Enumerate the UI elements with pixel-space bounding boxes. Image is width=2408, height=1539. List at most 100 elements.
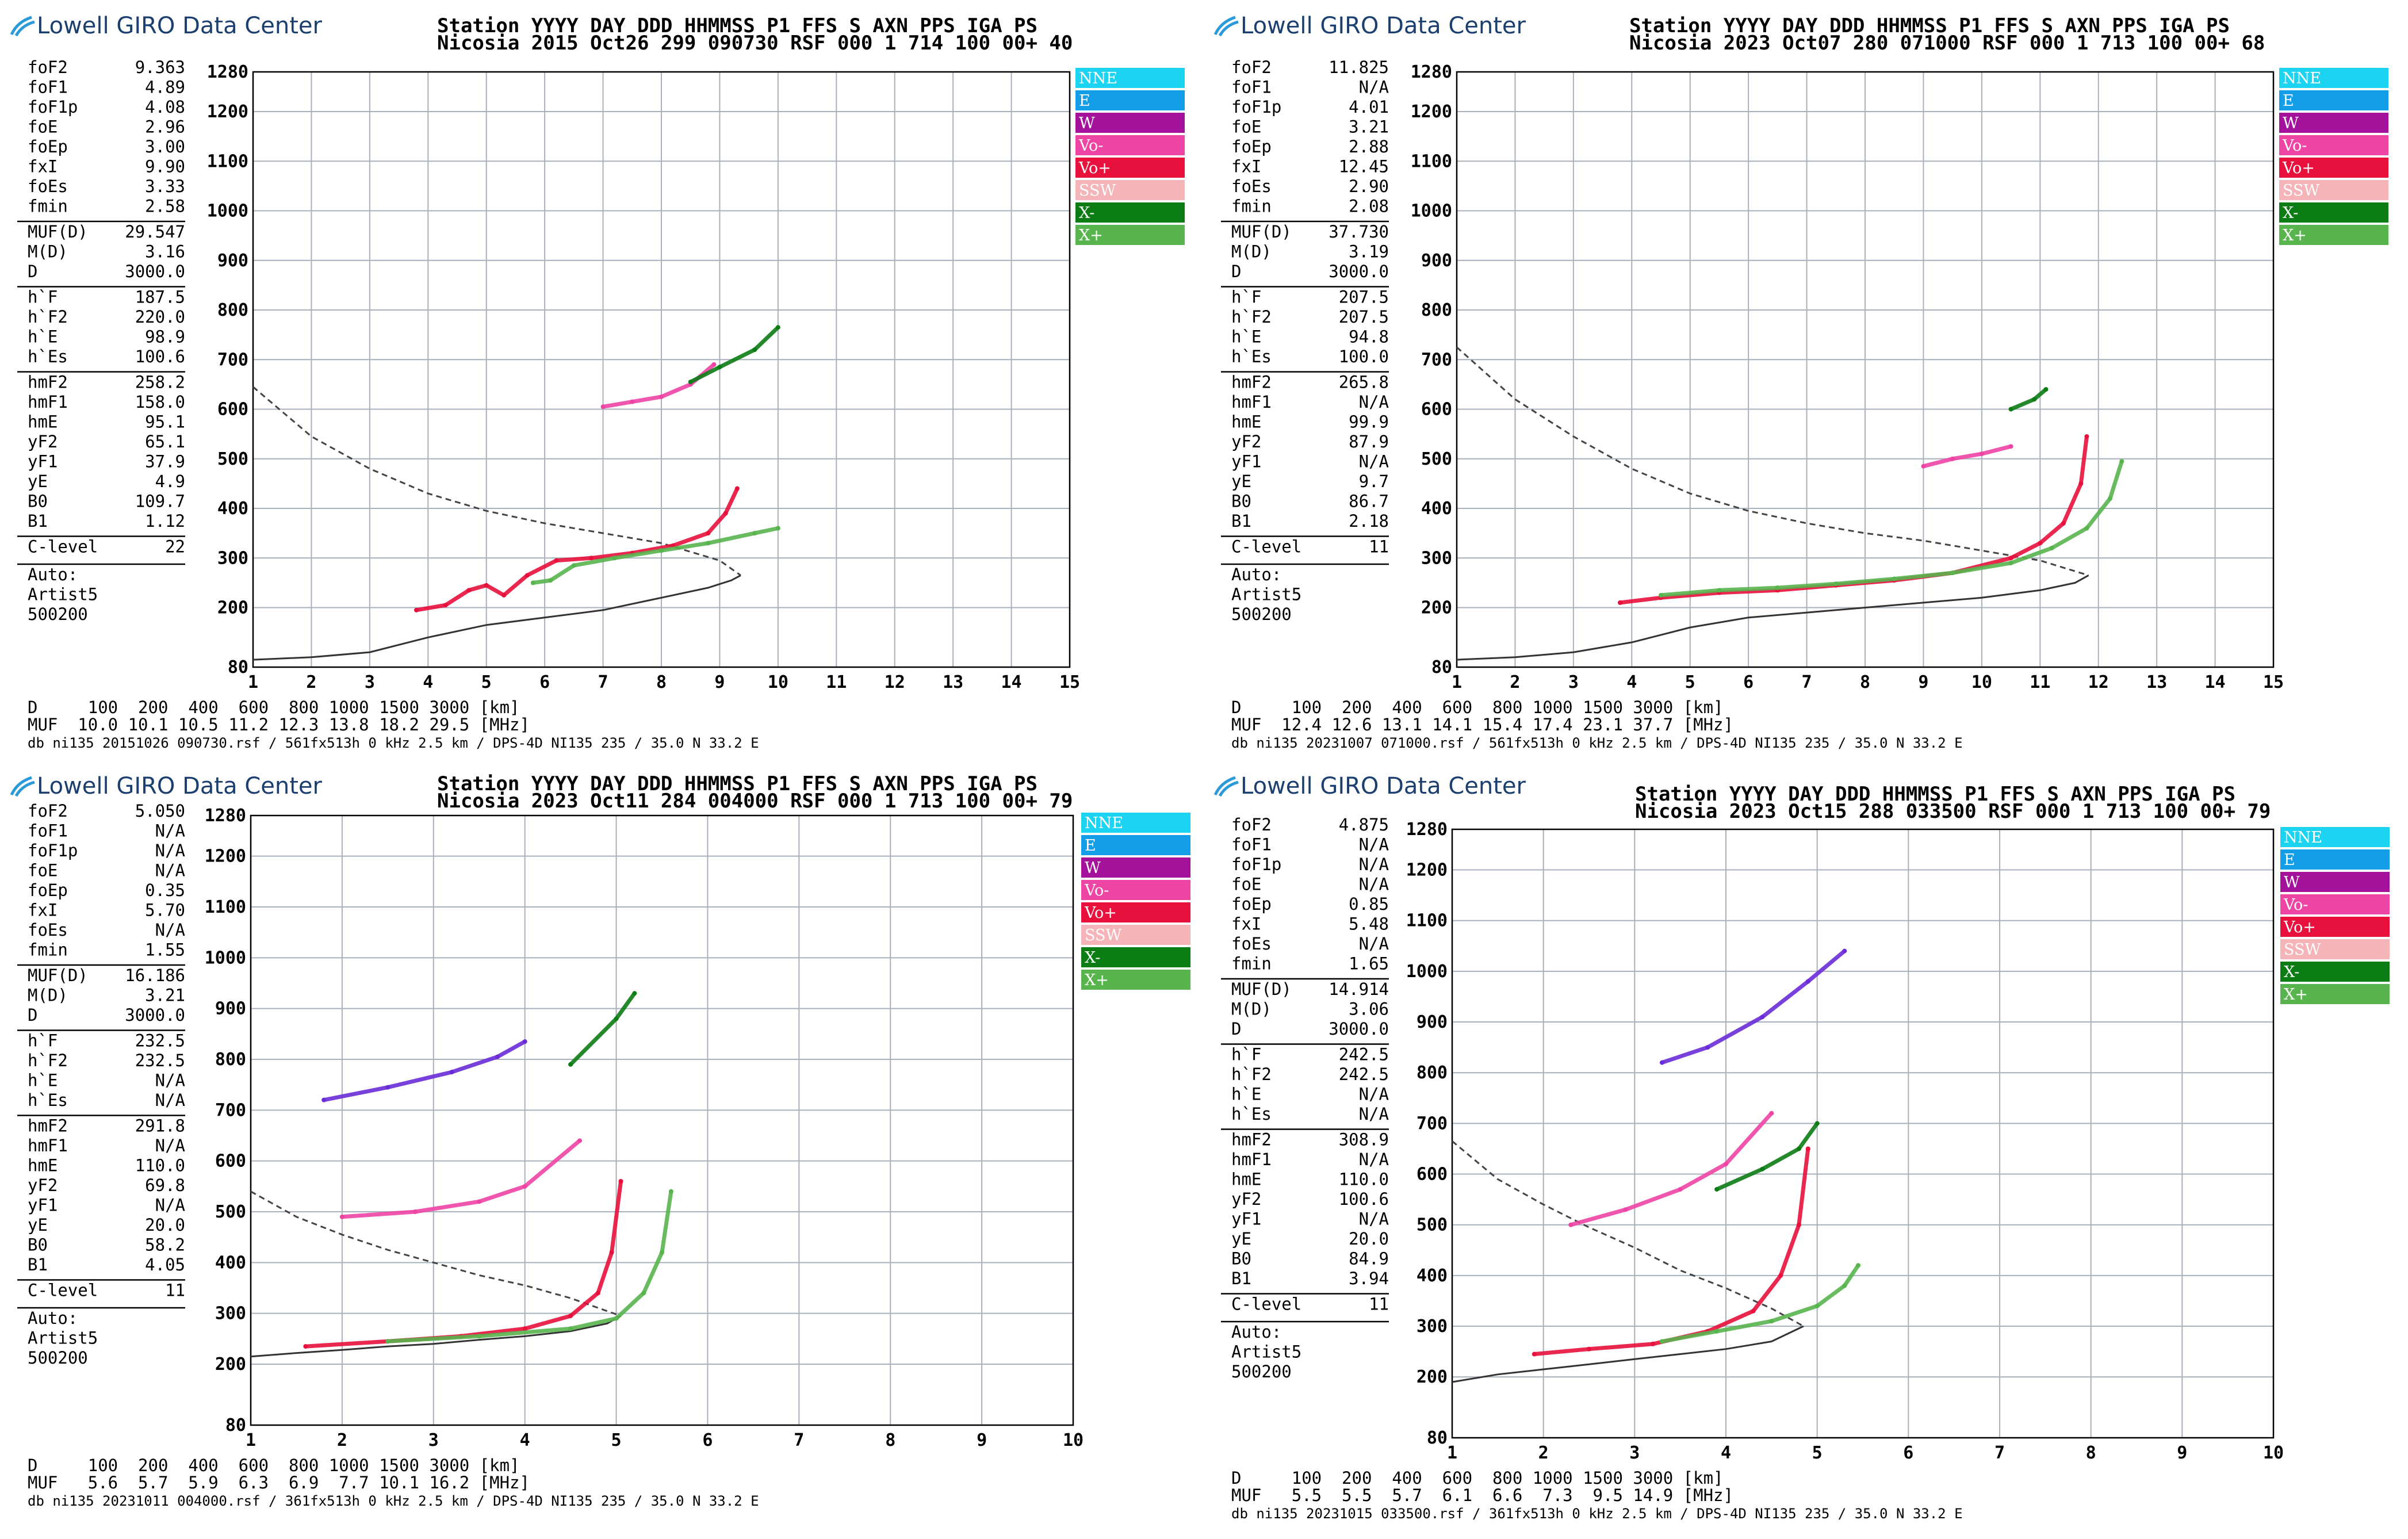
y-tick-label: 1000 <box>207 201 248 221</box>
param-label: h`Es <box>1231 347 1272 366</box>
trace-point <box>1814 1121 1820 1126</box>
trace-series-X+ <box>1659 459 2124 598</box>
param-value: N/A <box>155 861 185 880</box>
trace-point <box>2032 397 2037 402</box>
legend-swatch <box>1081 970 1190 990</box>
trace-point <box>1769 1111 1774 1116</box>
trace-point <box>522 1326 527 1331</box>
param-label: h`F <box>1231 288 1261 307</box>
legend-swatch <box>2279 113 2388 133</box>
param-label: foEs <box>1231 177 1272 196</box>
param-value: 2.88 <box>1349 137 1389 156</box>
x-tick-label: 1 <box>248 672 258 692</box>
param-label: yF2 <box>28 432 58 451</box>
param-value: N/A <box>1359 452 1389 472</box>
trace-point <box>2049 546 2054 550</box>
ionogram-svg: Lowell GIRO Data Center Station YYYY DAY … <box>10 13 1185 751</box>
x-tick-label: 5 <box>611 1430 622 1450</box>
legend-swatch <box>2279 158 2388 178</box>
trace-point <box>1760 1014 1765 1020</box>
y-tick-label: 1200 <box>207 102 248 122</box>
param-value: 110.0 <box>1339 1170 1389 1189</box>
ionogram-panel-3: Lowell GIRO Data Center Station YYYY DAY … <box>0 765 1204 1539</box>
trace-point <box>1979 451 1984 457</box>
param-label: foF2 <box>1231 58 1272 77</box>
param-value: 4.01 <box>1349 97 1389 117</box>
param-label: B0 <box>1231 492 1251 511</box>
trace-point <box>1796 1222 1801 1227</box>
trace-point <box>2008 444 2013 449</box>
param-label: h`Es <box>28 1090 68 1110</box>
true-height-profile <box>250 1315 622 1358</box>
x-tick-label: 10 <box>768 672 788 692</box>
trace-point <box>443 603 448 608</box>
param-label: h`E <box>1231 1085 1261 1104</box>
trace-point <box>568 1062 573 1067</box>
param-value: N/A <box>155 1090 185 1110</box>
param-value: 94.8 <box>1349 327 1389 347</box>
param-value: 232.5 <box>135 1031 185 1051</box>
param-label: hmE <box>28 1156 58 1176</box>
trace-point <box>717 365 722 370</box>
muf-dashed-curve <box>252 386 741 576</box>
footer-db-line: db ni135 20231007 071000.rsf / 561fx513h… <box>1231 735 1963 751</box>
param-value: 69.8 <box>145 1176 185 1195</box>
param-value: N/A <box>155 1196 185 1215</box>
footer-distance-row: D 100 200 400 600 800 1000 1500 3000 [km… <box>28 1456 520 1475</box>
y-tick-label: 1000 <box>1411 201 1452 221</box>
trace-point <box>577 1138 582 1143</box>
param-label: MUF(D) <box>28 966 88 985</box>
legend-swatch <box>1075 225 1185 245</box>
y-tick-label: 600 <box>217 400 248 420</box>
x-tick-label: 8 <box>885 1430 895 1450</box>
param-label: B0 <box>1231 1249 1251 1269</box>
ionogram-svg: Lowell GIRO Data Center Station YYYY DAY … <box>10 772 1190 1509</box>
ionogram-svg: Lowell GIRO Data Center Station YYYY DAY … <box>1213 13 2388 751</box>
legend-swatch <box>1075 68 1185 88</box>
trace-point <box>1842 1283 1847 1288</box>
header-line-1: Station YYYY DAY DDD HHMMSS P1 FFS S AXN… <box>437 772 1038 795</box>
trace-point <box>501 592 507 598</box>
x-tick-label: 12 <box>2088 672 2109 692</box>
param-label: foEp <box>1231 894 1272 914</box>
plot-frame <box>252 71 1071 668</box>
param-value: 98.9 <box>145 327 185 347</box>
trace-series-W <box>1659 948 1847 1065</box>
legend: NNE EW Vo- Vo+ SSW X- X+ <box>2279 68 2388 245</box>
trace-point <box>1892 576 1897 581</box>
param-value: 12.45 <box>1339 157 1389 177</box>
x-tick-label: 9 <box>714 672 725 692</box>
param-label: D <box>28 262 37 281</box>
param-label: foF2 <box>28 801 68 821</box>
x-tick-label: 3 <box>428 1430 439 1450</box>
param-label: hmE <box>28 412 58 432</box>
param-value: 22 <box>165 537 185 557</box>
param-label: fmin <box>1231 954 1272 974</box>
trace-point <box>641 1291 646 1296</box>
y-tick-label: 900 <box>1421 251 1452 271</box>
ionogram-panel-1: Lowell GIRO Data Center Station YYYY DAY … <box>0 0 1204 765</box>
trace-series-X- <box>568 991 637 1067</box>
param-value: 3000.0 <box>125 262 185 281</box>
param-value: 4.08 <box>145 97 185 117</box>
param-value: 84.9 <box>1349 1249 1389 1269</box>
trace-series-W <box>321 1039 527 1102</box>
trace-point <box>385 1339 391 1344</box>
auto-scaling-text: Auto: <box>1231 1322 1281 1342</box>
x-tick-label: 4 <box>520 1430 530 1450</box>
trace-point <box>1659 1060 1664 1065</box>
param-value: 2.90 <box>1349 177 1389 196</box>
x-tick-label: 1 <box>246 1430 256 1450</box>
trace-point <box>614 1316 619 1321</box>
param-value: 4.875 <box>1339 815 1389 834</box>
trace-series-X+ <box>530 526 780 585</box>
lowell-logo: Lowell GIRO Data Center <box>1213 773 1526 799</box>
param-value: 95.1 <box>145 412 185 432</box>
header-line-2: Nicosia 2023 Oct15 288 033500 RSF 000 1 … <box>1635 800 2271 823</box>
trace-point <box>2008 560 2013 565</box>
x-tick-label: 7 <box>1994 1443 2005 1463</box>
param-label: B1 <box>1231 511 1251 531</box>
trace-point <box>1950 456 1955 461</box>
param-value: 187.5 <box>135 288 185 307</box>
param-label: hmF1 <box>1231 1150 1272 1169</box>
